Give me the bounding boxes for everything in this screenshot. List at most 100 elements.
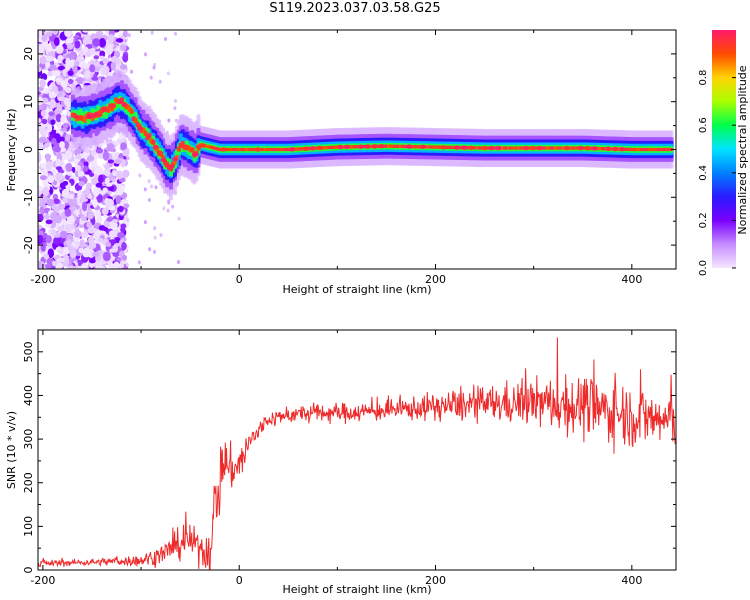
spectrogram-cell — [62, 122, 69, 129]
spectrogram-peak — [101, 107, 108, 113]
spectrogram-cell — [57, 203, 66, 210]
x-tick-label: 400 — [621, 273, 642, 286]
spectrogram-cell — [111, 55, 118, 63]
y-tick-label: 0 — [22, 146, 35, 153]
spectrogram-cell — [133, 117, 138, 124]
spectrogram-peak — [316, 145, 323, 151]
spectrogram-cell — [167, 118, 171, 123]
spectrogram-cell — [61, 188, 70, 198]
spectrogram-cell — [44, 263, 52, 269]
spectrogram-cell — [47, 175, 55, 184]
spectrogram-cell — [86, 221, 93, 228]
spectrogram-cell — [104, 167, 111, 177]
spectrogram-cell — [56, 262, 64, 269]
y-tick-label: 500 — [22, 341, 35, 362]
spectrogram-cell — [65, 162, 73, 172]
spectrogram-peak — [481, 145, 488, 151]
colorbar-tick-label: 0.2 — [698, 212, 709, 228]
spectrogram-x-ticks: -200 0 200 400 — [30, 30, 642, 286]
spectrogram-cell — [49, 64, 57, 71]
snr-series-line — [38, 337, 676, 570]
x-tick-label: -200 — [30, 574, 55, 587]
spectrogram-peak — [619, 147, 626, 152]
spectrogram-cell — [52, 193, 59, 201]
spectrogram-cell — [61, 197, 69, 203]
spectrogram-cell — [152, 65, 156, 70]
spectrogram-cell — [122, 53, 129, 63]
spectrogram-cell — [78, 181, 85, 187]
spectrogram-cell — [51, 260, 58, 267]
spectrogram-cell — [67, 223, 75, 231]
spectrogram-cell — [55, 158, 62, 167]
spectrogram-cell — [129, 108, 134, 114]
spectrogram-peak — [121, 102, 128, 107]
spectrogram-cell — [105, 198, 114, 208]
spectrogram-cell — [105, 45, 113, 55]
spectrogram-cell — [113, 159, 122, 164]
spectrogram-cell — [177, 216, 181, 221]
colorbar-tick-label: 0.8 — [698, 70, 709, 86]
spectrogram-peak — [156, 150, 163, 156]
spectrogram-cell — [104, 177, 110, 186]
spectrogram-cell — [162, 206, 166, 211]
spectrogram-cell — [173, 98, 177, 103]
spectrogram-cell — [55, 113, 62, 123]
colorbar-tick-label: 0.6 — [698, 117, 709, 133]
spectrogram-cell — [190, 147, 195, 153]
spectrogram-peak — [172, 156, 179, 162]
spectrogram-peak — [522, 145, 529, 151]
spectrogram-cell — [154, 185, 158, 190]
spectrogram-cell — [158, 79, 162, 84]
spectrogram-cell — [65, 57, 71, 67]
spectrogram-cell — [42, 187, 50, 197]
spectrogram-peak — [536, 145, 543, 151]
spectrogram-cell — [80, 216, 87, 222]
spectrogram-cell — [47, 248, 55, 259]
spectrogram-panel: -200 0 200 400 -20 -10 0 10 20 Height of straig… — [5, 29, 677, 296]
spectrogram-cell — [57, 104, 63, 111]
spectrogram-cell — [45, 55, 54, 62]
x-tick-label: 200 — [425, 273, 446, 286]
spectrogram-cell — [167, 199, 171, 204]
spectrogram-cell — [93, 66, 101, 73]
spectrogram-cell — [74, 60, 80, 67]
spectrogram-peak — [584, 146, 591, 151]
spectrogram-cell — [92, 38, 100, 47]
spectrogram-cell — [58, 96, 66, 102]
spectrogram-cell — [102, 57, 109, 65]
spectrogram-cell — [48, 111, 55, 117]
x-tick-label: 0 — [236, 574, 243, 587]
spectrogram-cell — [117, 205, 124, 213]
spectrogram-cell — [115, 38, 124, 43]
spectrogram-cell — [45, 153, 51, 162]
spectrogram-cell — [48, 90, 56, 99]
spectrogram-cell — [148, 247, 152, 252]
colorbar-ticks: 0.0 0.2 0.4 0.6 0.8 — [698, 70, 736, 276]
spectrogram-cell — [143, 187, 147, 192]
spectrogram-cell — [159, 233, 163, 238]
spectrogram-cell — [67, 70, 74, 76]
spectrogram-cell — [108, 230, 117, 238]
spectrogram-cell — [38, 234, 44, 245]
spectrogram-peak — [529, 145, 536, 151]
spectrogram-cell — [166, 71, 170, 76]
spectrogram-cell — [126, 156, 130, 161]
spectrogram-peak — [488, 145, 495, 151]
y-tick-label: 400 — [22, 385, 35, 406]
spectrogram-peak — [152, 144, 159, 150]
spectrogram-peak — [357, 144, 364, 149]
spectrogram-peak — [495, 145, 502, 151]
spectrogram-cell — [64, 30, 72, 38]
spectrogram-cell — [166, 208, 170, 213]
spectrogram-peak — [192, 152, 199, 157]
x-tick-label: 0 — [236, 273, 243, 286]
spectrogram-cell — [104, 163, 110, 170]
spectrogram-cell — [121, 254, 128, 261]
spectrogram-cell — [39, 127, 47, 137]
spectrogram-cell — [55, 172, 64, 182]
spectrogram-cell — [38, 96, 44, 106]
spectrogram-peak — [117, 99, 124, 104]
spectrogram-cell — [91, 76, 99, 81]
colorbar-tick-label: 0.4 — [698, 165, 709, 181]
